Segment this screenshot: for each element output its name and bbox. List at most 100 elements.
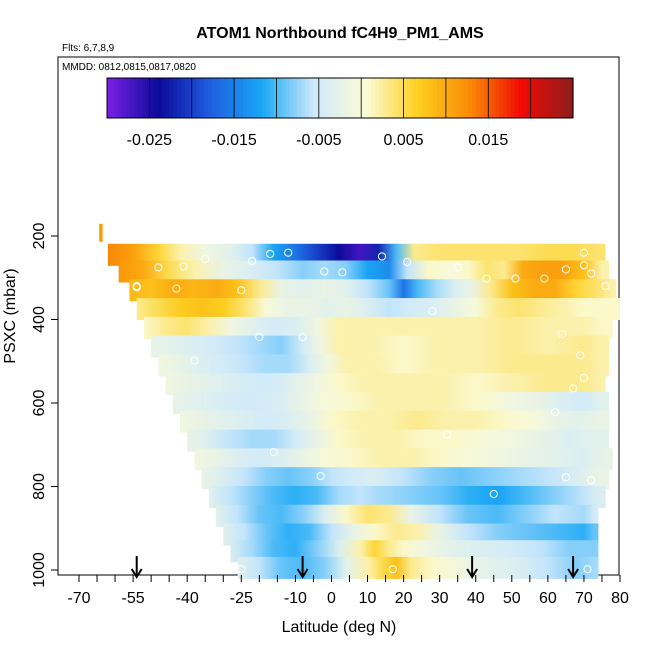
data-circle [561,473,571,482]
data-circle [489,489,498,499]
data-circle [266,249,275,259]
data-circle [576,351,585,360]
colorbar-cell [561,78,566,118]
heatmap-layer [158,354,610,377]
heatmap-layer [187,429,610,452]
heatmap-layer [216,504,599,527]
y-axis-label: PSXC (mbar) [2,268,19,363]
colorbar-cell [312,78,318,118]
data-circle [442,430,451,439]
colorbar-cell [320,78,326,118]
colorbar-cell [398,78,403,118]
colorbar-cell [297,78,302,118]
data-circle [583,565,592,574]
data-circle [284,248,293,257]
colorbar-cell [254,78,260,118]
colorbar-cell [518,78,524,118]
colorbar-cell [242,78,248,118]
colorbar-cell [235,78,240,118]
colorbar-cell [367,78,372,118]
data-circle [201,254,210,264]
colorbar-cell [141,78,147,118]
colorbar-cell [207,78,213,118]
heatmap-layer [201,467,610,490]
colorbar-cell [200,78,205,118]
colorbar-cell [289,78,294,118]
data-circle [511,274,520,283]
data-circle [428,307,437,316]
colorbar-cell [250,78,256,118]
heatmap-layer [223,523,599,546]
data-circle [377,252,387,261]
flight-arrows [130,556,579,579]
colorbar: -0.025 -0.015 -0.005 0.005 0.015 [106,77,574,149]
colorbar-cell [110,78,116,118]
x-tick-label: 0 [327,590,336,607]
y-axis: 200 400 600 800 1000 [31,223,58,588]
heatmap-layer [136,298,620,321]
x-tick-label: -10 [284,590,307,607]
colorbar-cell [437,78,442,118]
colorbar-cell [340,78,345,118]
colorbar-cell [382,78,388,118]
colorbar-cell [464,78,469,118]
colorbar-cell [293,78,298,118]
colorbar-cell [406,78,411,118]
x-axis-label: Latitude (deg N) [282,619,397,636]
data-circle [550,408,560,417]
colorbar-cell [479,78,485,118]
colorbar-cell [165,78,170,118]
colorbar-cell [378,78,384,118]
x-axis: -70 -55 -40 -25 -10 0 10 20 30 40 50 60 70 80 [67,575,629,607]
colorbar-tick-label: -0.025 [127,132,172,149]
colorbar-cell [149,78,155,118]
colorbar-cell [460,78,465,118]
dates-label: MMDD: 0812,0815,0817,0820 [62,62,196,73]
colorbar-cell [138,78,143,118]
x-tick-label: 20 [395,590,413,607]
colorbar-cell [277,78,283,118]
colorbar-cell [328,78,333,118]
colorbar-tick-label: -0.005 [296,132,341,149]
colorbar-cell [483,78,489,118]
colorbar-cell [219,78,225,118]
colorbar-cell [227,78,232,118]
data-circle [316,471,325,481]
colorbar-cell [444,78,450,118]
colorbar-cell [374,78,380,118]
heatmap-layer [165,373,606,396]
colorbar-cell [541,78,547,118]
colorbar-cell [188,78,194,118]
colorbar-cell [347,78,353,118]
colorbar-cell [246,78,252,118]
data-circle [298,332,307,342]
x-tick-label: -55 [122,590,145,607]
colorbar-cell [452,78,458,118]
y-tick-label: 800 [31,473,48,500]
colorbar-cell [557,78,562,118]
colorbar-cell [308,78,314,118]
colorbar-cell [510,78,516,118]
data-circle [388,565,397,574]
colorbar-cell [394,78,399,118]
data-circle [237,565,246,574]
colorbar-cell [270,78,275,118]
data-circle [587,476,596,485]
colorbar-cell [456,78,461,118]
data-circle [403,257,412,266]
colorbar-cell [192,78,197,118]
data-circle [154,263,163,272]
colorbar-cell [153,78,159,118]
colorbar-cell [223,78,228,118]
colorbar-cell [204,78,209,118]
flight-arrow-head [567,568,579,579]
colorbar-frame [106,77,574,119]
flight-arrow-head [130,568,143,579]
colorbar-cell [262,78,267,118]
colorbar-cell [122,78,128,118]
colorbar-cell [285,78,291,118]
heatmap-layer [237,556,599,579]
data-circle [255,332,264,342]
colorbar-cell [487,78,493,118]
chart-title: ATOM1 Northbound fC4H9_PM1_AMS [196,25,484,42]
